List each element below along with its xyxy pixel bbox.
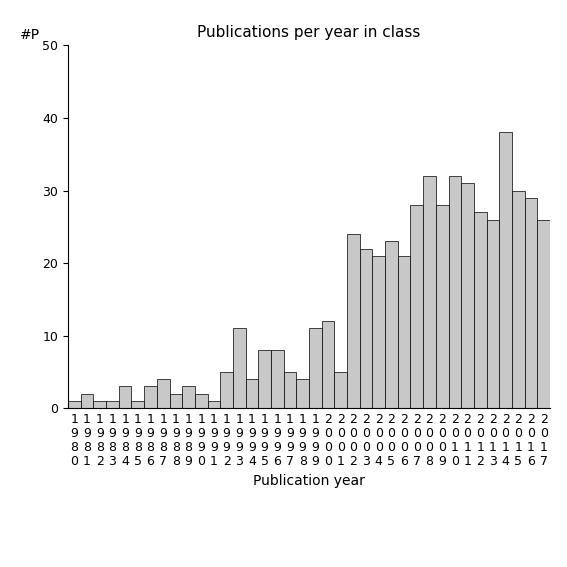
Bar [448, 176, 461, 408]
Bar [170, 393, 182, 408]
Bar [423, 176, 436, 408]
Bar [271, 350, 284, 408]
Bar [246, 379, 259, 408]
Bar [411, 205, 423, 408]
Bar [106, 401, 119, 408]
Bar [486, 219, 500, 408]
Bar [220, 372, 233, 408]
Text: #P: #P [20, 28, 40, 42]
Bar [538, 219, 550, 408]
Bar [182, 387, 195, 408]
Bar [524, 198, 538, 408]
Bar [359, 248, 373, 408]
Bar [144, 387, 157, 408]
Bar [208, 401, 220, 408]
Bar [436, 205, 448, 408]
X-axis label: Publication year: Publication year [253, 473, 365, 488]
Title: Publications per year in class: Publications per year in class [197, 25, 421, 40]
Bar [94, 401, 106, 408]
Bar [385, 242, 398, 408]
Bar [398, 256, 411, 408]
Bar [119, 387, 132, 408]
Bar [309, 328, 321, 408]
Bar [373, 256, 385, 408]
Bar [500, 133, 512, 408]
Bar [321, 321, 335, 408]
Bar [259, 350, 271, 408]
Bar [195, 393, 208, 408]
Bar [347, 234, 359, 408]
Bar [132, 401, 144, 408]
Bar [157, 379, 170, 408]
Bar [284, 372, 297, 408]
Bar [81, 393, 94, 408]
Bar [461, 183, 474, 408]
Bar [68, 401, 81, 408]
Bar [474, 212, 486, 408]
Bar [297, 379, 309, 408]
Bar [335, 372, 347, 408]
Bar [512, 191, 524, 408]
Bar [233, 328, 246, 408]
